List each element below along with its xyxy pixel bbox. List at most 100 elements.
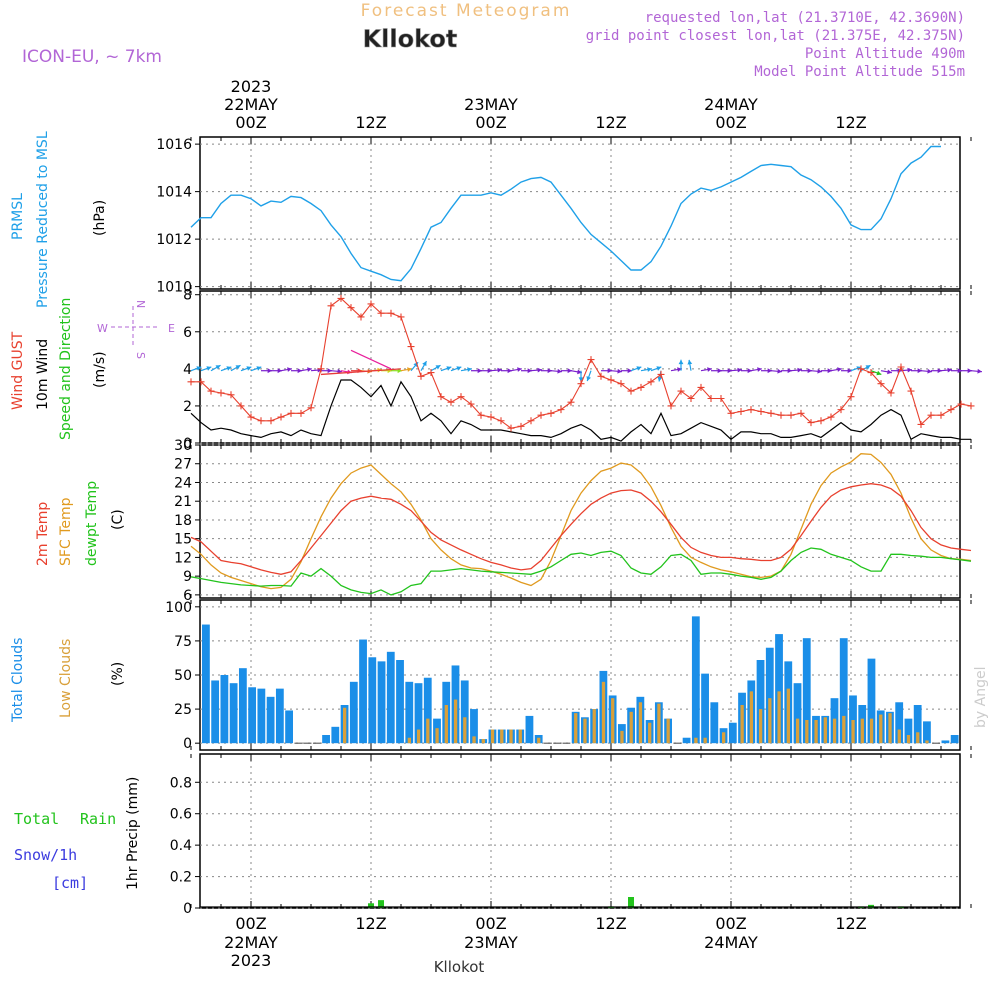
wind-10m-label: 10m Wind [35, 339, 51, 410]
wind-direction-arrow [321, 368, 332, 374]
low-cloud-bar [601, 681, 606, 744]
wind-direction-arrow [741, 368, 752, 374]
temperature-panel: 6 9 12 15 18 21 24 27 30 [174, 438, 972, 604]
requested-coords: requested lon,lat (21.3710E, 42.3690N) [645, 10, 965, 26]
wind-gust-marker [477, 411, 485, 419]
wind-direction-arrow [501, 368, 512, 374]
wind-gust-marker [587, 356, 595, 364]
total-cloud-bar [941, 740, 950, 744]
wind-arrow-head [717, 368, 722, 374]
wind-direction-arrow [400, 367, 412, 372]
wind-direction-arrow [880, 369, 892, 375]
wind-arrow-head [517, 367, 522, 372]
total-cloud-bar [849, 695, 857, 744]
bottom-day-label: 23MAY [464, 933, 518, 952]
wind-arrow-head [246, 366, 252, 371]
wind-gust-marker [317, 365, 325, 373]
bottom-hour-label: 12Z [595, 914, 626, 933]
y-tick-label: 0 [183, 736, 192, 752]
wind-direction-arrow [790, 367, 803, 373]
wind-gust-marker [947, 406, 955, 414]
low-cloud-bar [749, 691, 754, 744]
wind-gust-marker [817, 417, 825, 425]
wind-gust-marker [497, 417, 505, 425]
total-cloud-bar [359, 639, 367, 744]
wind-gust-line [191, 297, 972, 429]
model-label: ICON-EU, ~ 7km [22, 47, 162, 67]
low-cloud-bar [777, 691, 781, 744]
panel-frame [199, 136, 961, 290]
gust-direction-arrow [320, 368, 402, 376]
total-cloud-bar [728, 722, 737, 744]
model-altitude: Model Point Altitude 515m [754, 64, 965, 80]
low-cloud-bar [758, 709, 763, 744]
low-cloud-bar [832, 718, 837, 744]
wind-gust-marker [377, 309, 385, 317]
temp-unit: (C) [110, 509, 126, 530]
wind-gust-marker [287, 409, 295, 417]
pressure-panel: 1010 1012 1014 1016 [156, 136, 972, 296]
wind-arrow-head [677, 367, 682, 372]
temp-2m-label: 2m Temp [35, 502, 51, 566]
wind-gust-marker [547, 409, 555, 417]
y-tick-label: 50 [174, 668, 192, 684]
wind-arrow-head [196, 366, 202, 371]
wind-gust-marker [627, 387, 635, 395]
y-tick-label: 2 [183, 399, 192, 415]
low-cloud-bar [694, 737, 698, 744]
wind-gust-marker [297, 409, 305, 417]
bottom-day-label: 24MAY [704, 933, 758, 952]
wind-direction-arrow [700, 367, 712, 372]
low-cloud-bar [648, 722, 652, 744]
wind-gust-marker [667, 402, 675, 410]
low-cloud-bar [925, 740, 929, 744]
low-cloud-bar [823, 717, 827, 744]
low-cloud-bar [768, 698, 772, 744]
total-cloud-bar [238, 668, 247, 744]
total-cloud-bar [802, 638, 811, 744]
wind-gust-marker [527, 417, 535, 425]
wind-direction-arrow [640, 367, 652, 372]
wind-arrow-head [337, 368, 342, 374]
wind-dir-label: Speed and Direction [58, 298, 74, 440]
y-tick-label: 6 [183, 588, 192, 604]
wind-arrow-head [827, 368, 832, 374]
watermark: by Angel [973, 667, 989, 728]
low-cloud-bar [592, 709, 596, 744]
total-cloud-bar [275, 688, 284, 744]
wind-gust-marker [567, 398, 575, 406]
total-cloud-bar [682, 737, 691, 744]
wind-arrow-head [747, 368, 752, 374]
wind-direction-arrow [961, 368, 972, 374]
wind-gust-marker [957, 400, 965, 408]
wind-direction-arrow [870, 370, 882, 376]
wind-gust-marker [277, 413, 285, 421]
rain-bar [378, 900, 384, 908]
bottom-hour-label: 00Z [715, 914, 746, 933]
wind-gust-marker [207, 387, 215, 395]
wind-gust-marker [737, 407, 745, 415]
wind-arrow-head [687, 359, 693, 365]
wind-arrow-head [307, 367, 312, 372]
bottom-day-label: 22MAY [224, 933, 278, 952]
wind-direction-arrow [687, 359, 693, 371]
low-cloud-bar [879, 714, 883, 744]
wind-gust-marker [877, 380, 885, 388]
wind-gust-marker [847, 393, 855, 401]
wind-gust-marker [617, 380, 625, 388]
wind-arrow-head [547, 368, 552, 374]
clouds-low-label: Low Clouds [58, 639, 74, 718]
total-cloud-bar [756, 660, 765, 744]
wind-direction-arrow [630, 366, 642, 372]
low-cloud-bar [500, 729, 504, 744]
wind-10m-line [190, 379, 971, 442]
low-cloud-bar [537, 737, 541, 744]
wind-gust-marker [237, 402, 245, 410]
compass-w: W [97, 322, 108, 335]
total-cloud-bar [405, 681, 414, 744]
wind-gust-marker [227, 391, 235, 399]
total-cloud-bar [285, 710, 293, 744]
wind-direction-arrow [830, 367, 842, 372]
